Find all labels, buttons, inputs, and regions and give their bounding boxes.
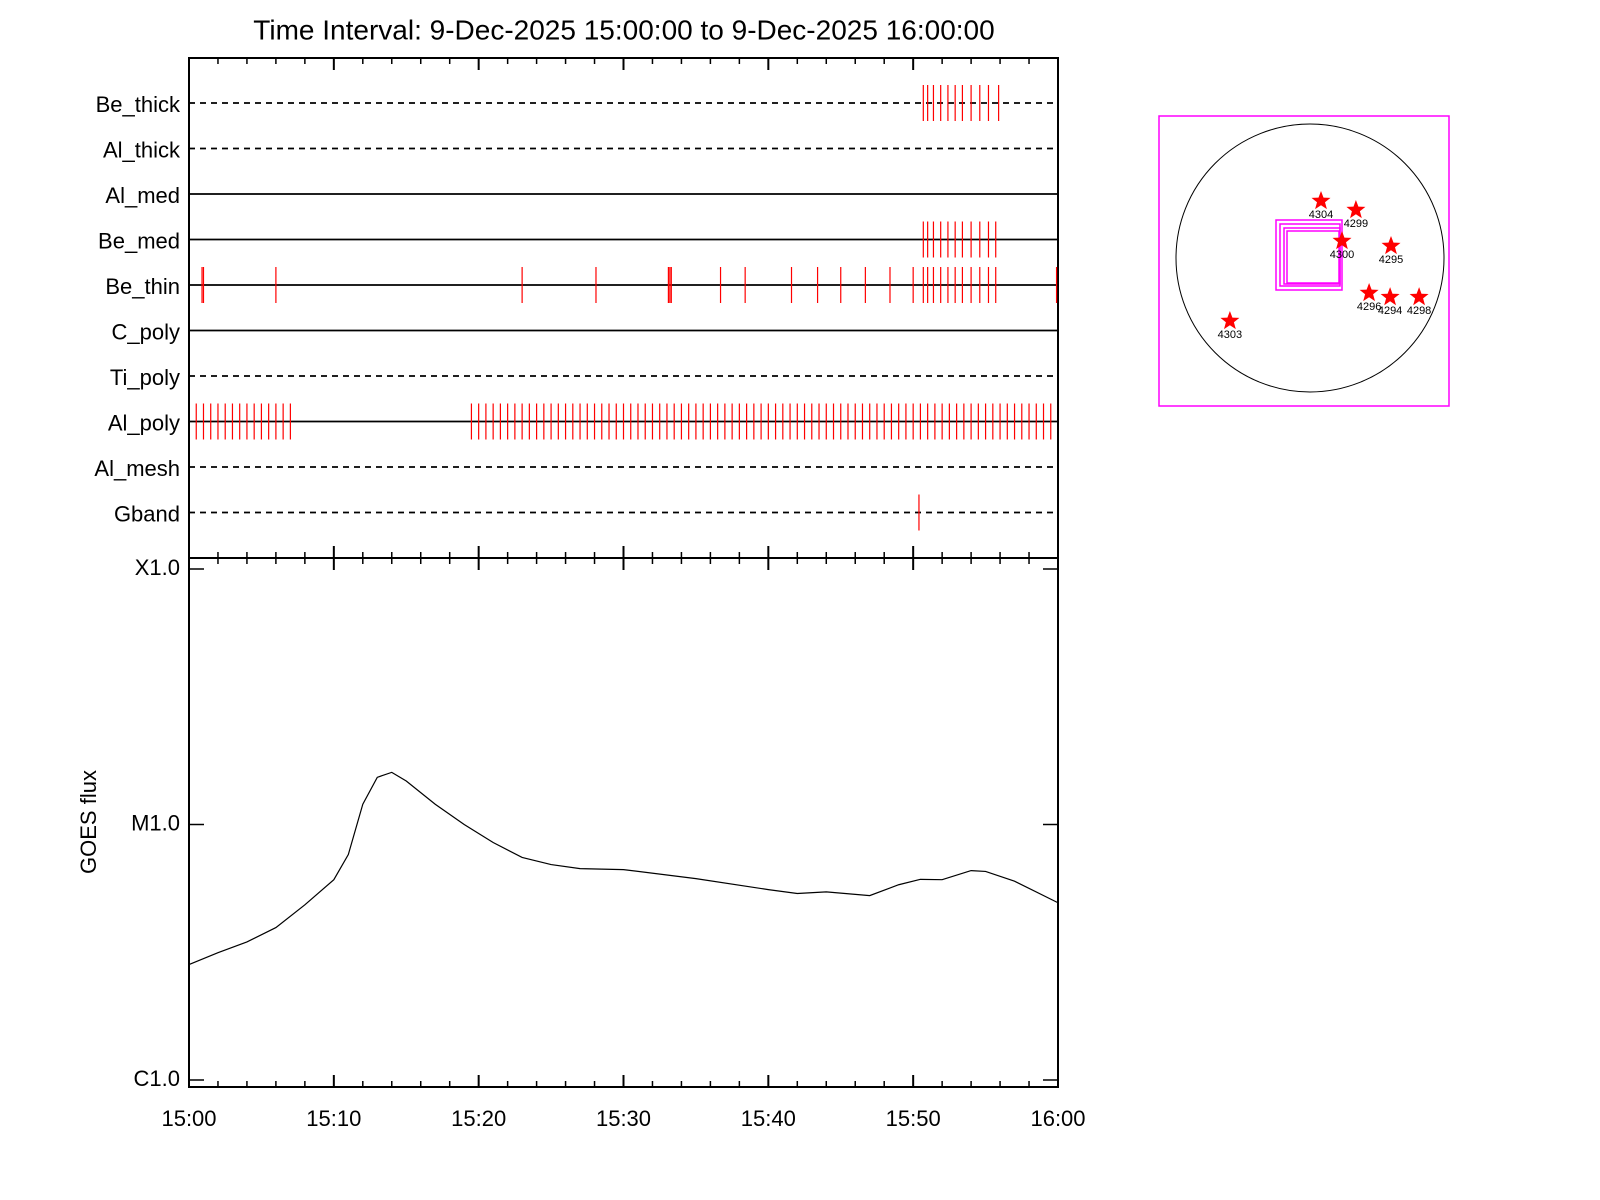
row-label: Be_thick: [96, 92, 181, 117]
x-tick-label: 15:40: [741, 1106, 796, 1131]
flux-frame: [188, 557, 1059, 1088]
row-label: C_poly: [112, 319, 180, 344]
x-tick-label: 15:00: [161, 1106, 216, 1131]
solar-disk: [1175, 123, 1445, 393]
x-tick-label: 15:50: [886, 1106, 941, 1131]
region-label: 4296: [1357, 301, 1381, 313]
row-label: Ti_poly: [110, 365, 180, 390]
active-region: [1381, 236, 1401, 255]
active-region: [1380, 287, 1400, 306]
x-tick-label: 15:20: [451, 1106, 506, 1131]
active-region: [1332, 231, 1352, 250]
region-label: 4299: [1344, 218, 1368, 230]
region-label: 4298: [1407, 305, 1431, 317]
y-axis-label: GOES flux: [76, 770, 101, 874]
active-region: [1220, 311, 1240, 330]
chart-title: Time Interval: 9-Dec-2025 15:00:00 to 9-…: [253, 14, 994, 45]
y-tick-label: M1.0: [131, 810, 180, 835]
fov-boxes: [1275, 219, 1343, 291]
active-region: [1311, 191, 1331, 210]
x-tick-label: 16:00: [1030, 1106, 1085, 1131]
row-label: Al_poly: [108, 410, 180, 435]
flux-line: [188, 771, 1059, 966]
active-region: [1409, 287, 1429, 306]
row-label: Al_mesh: [94, 456, 180, 481]
row-label: Be_med: [98, 228, 180, 253]
region-label: 4294: [1378, 305, 1402, 317]
x-tick-label: 15:30: [596, 1106, 651, 1131]
region-label: 4304: [1309, 209, 1333, 221]
row-label: Be_thin: [105, 274, 180, 299]
active-region: [1359, 283, 1379, 302]
map-frame: [1158, 115, 1450, 407]
region-label: 4303: [1218, 329, 1242, 341]
region-label: 4300: [1330, 249, 1354, 261]
x-tick-label: 15:10: [306, 1106, 361, 1131]
timeline-frame: [188, 57, 1059, 559]
region-label: 4295: [1379, 254, 1403, 266]
active-region: [1346, 200, 1366, 219]
row-label: Al_med: [105, 183, 180, 208]
y-tick-label: X1.0: [135, 555, 180, 580]
row-label: Gband: [114, 501, 180, 526]
row-label: Al_thick: [103, 137, 181, 162]
y-tick-label: C1.0: [134, 1066, 180, 1091]
